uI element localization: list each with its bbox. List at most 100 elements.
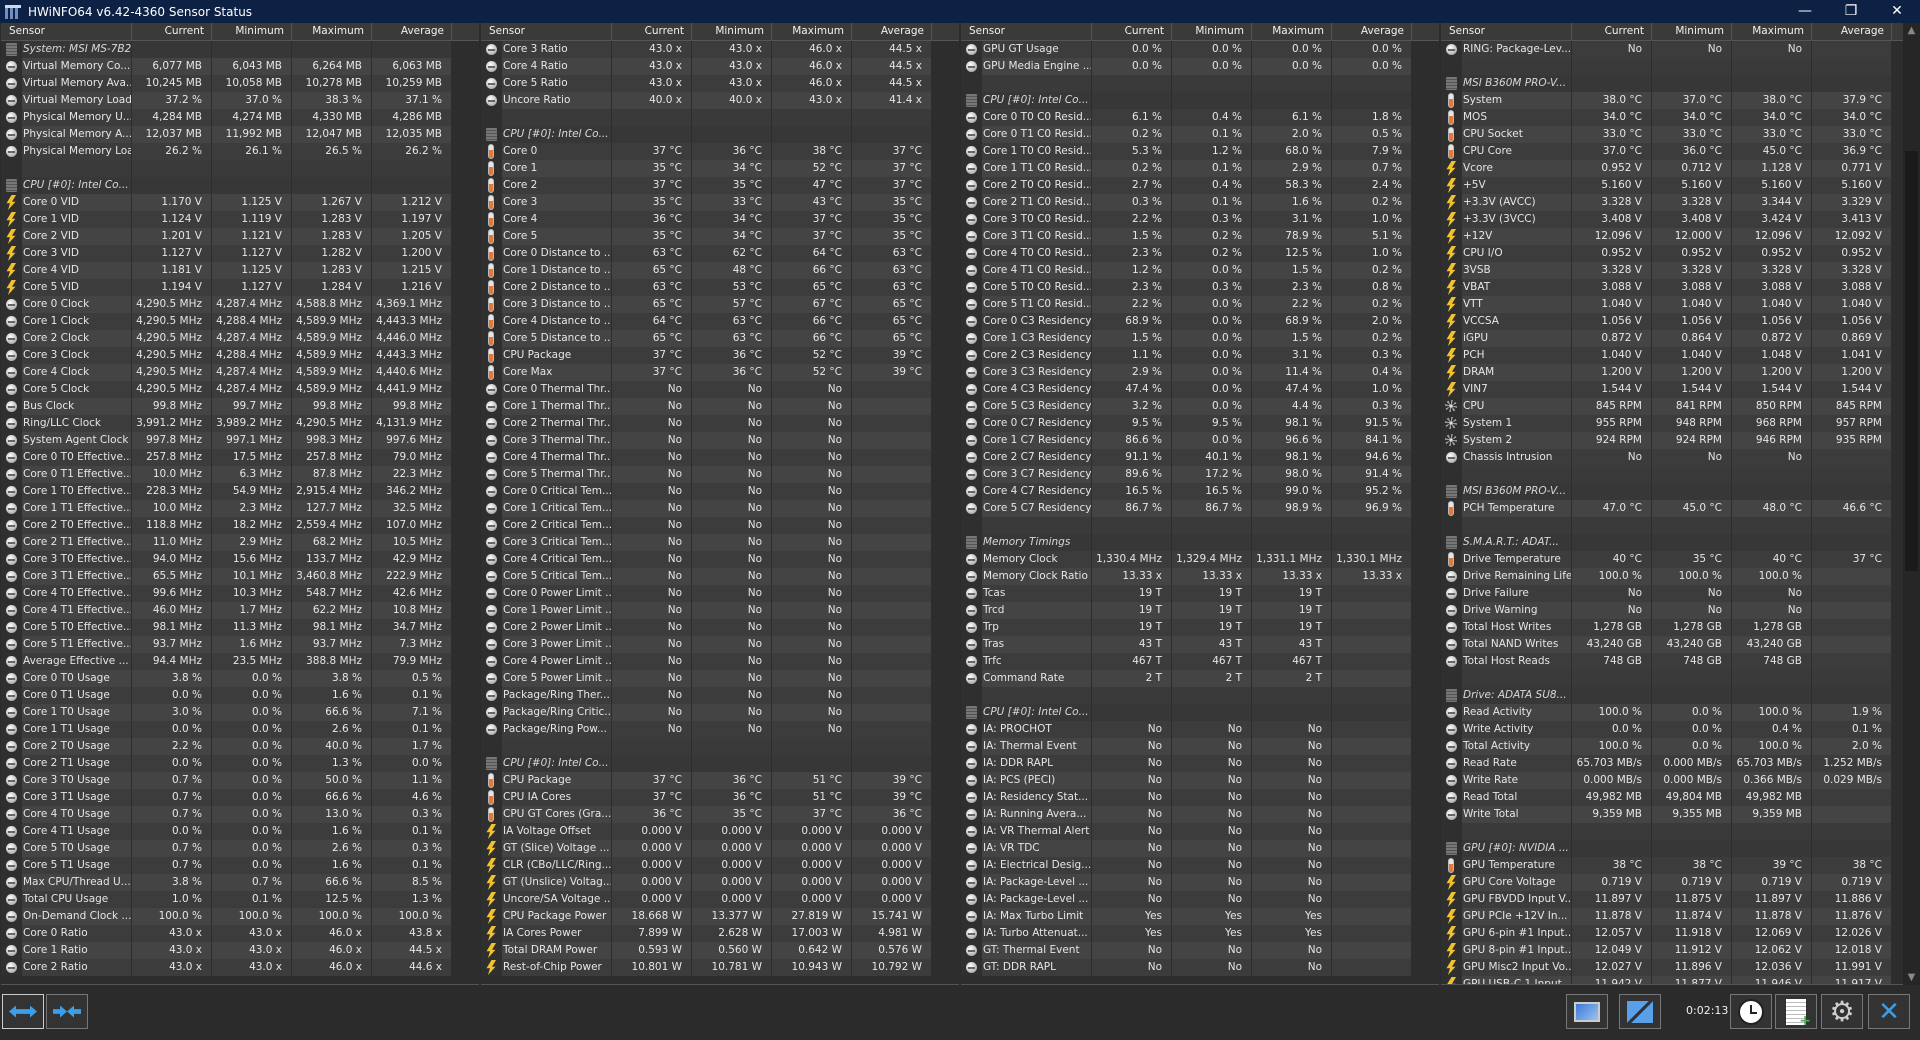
sensor-row[interactable]: Core 1 Critical Tem... No No No — [481, 500, 959, 517]
column-header-maximum[interactable]: Maximum — [772, 23, 852, 40]
column-header-maximum[interactable]: Maximum — [1252, 23, 1332, 40]
column-header-average[interactable]: Average — [1812, 23, 1892, 40]
sensor-row[interactable]: CPU Core 37.0 °C 36.0 °C 45.0 °C 36.9 °C — [1441, 143, 1903, 160]
sensor-row[interactable]: Trcd 19 T 19 T 19 T — [961, 602, 1439, 619]
sensor-row[interactable]: IA Voltage Offset 0.000 V 0.000 V 0.000 V 0.… — [481, 823, 959, 840]
sensor-row[interactable]: System Agent Clock 997.8 MHz 997.1 MHz 998.… — [1, 432, 479, 449]
sensor-row[interactable]: Total Host Reads 748 GB 748 GB 748 GB — [1441, 653, 1903, 670]
column-header-minimum[interactable]: Minimum — [1172, 23, 1252, 40]
sensor-row[interactable]: Core 3 T1 C0 Resid... 1.5 % 0.2 % 78.9 % 5.1… — [961, 228, 1439, 245]
sensor-group-header[interactable]: GPU [#0]: NVIDIA ... — [1441, 840, 1903, 857]
sensor-row[interactable]: Physical Memory A... 12,037 MB 11,992 MB 12… — [1, 126, 479, 143]
close-button[interactable]: ✕ — [1868, 994, 1910, 1029]
sensor-row[interactable]: Core 5 Clock 4,290.5 MHz 4,287.4 MHz 4,589.… — [1, 381, 479, 398]
sensor-group-header[interactable]: CPU [#0]: Intel Co... — [961, 92, 1439, 109]
sensor-row[interactable]: GPU Temperature 38 °C 38 °C 39 °C 38 °C — [1441, 857, 1903, 874]
sensor-row[interactable]: +3.3V (AVCC) 3.328 V 3.328 V 3.344 V 3.329 V — [1441, 194, 1903, 211]
sensor-row[interactable]: Core 4 T0 C0 Resid... 2.3 % 0.2 % 12.5 % 1.0… — [961, 245, 1439, 262]
sensor-row[interactable]: Core 0 T1 Effective... 10.0 MHz 6.3 MHz 87.… — [1, 466, 479, 483]
sensor-row[interactable]: Core 0 C3 Residency 68.9 % 0.0 % 68.9 % 2.0 … — [961, 313, 1439, 330]
expand-columns-button[interactable] — [2, 994, 44, 1029]
sensor-row[interactable]: Core 1 VID 1.124 V 1.119 V 1.283 V 1.197 V — [1, 211, 479, 228]
sensor-row[interactable]: Drive Remaining Life 100.0 % 100.0 % 100.0 … — [1441, 568, 1903, 585]
sensor-row[interactable]: Core 1 C3 Residency 1.5 % 0.0 % 1.5 % 0.2 % — [961, 330, 1439, 347]
sensor-row[interactable]: GT (Slice) Voltage ... 0.000 V 0.000 V 0.00… — [481, 840, 959, 857]
scroll-thumb[interactable] — [1905, 151, 1918, 571]
sensor-row[interactable]: Total CPU Usage 1.0 % 0.1 % 12.5 % 1.3 % — [1, 891, 479, 908]
sensor-row[interactable]: Core 2 Clock 4,290.5 MHz 4,287.4 MHz 4,589.… — [1, 330, 479, 347]
sensor-row[interactable]: Core 4 Power Limit ... No No No — [481, 653, 959, 670]
sensor-row[interactable]: Virtual Memory Co... 6,077 MB 6,043 MB 6,26… — [1, 58, 479, 75]
sensor-row[interactable]: Total Host Writes 1,278 GB 1,278 GB 1,278 G… — [1441, 619, 1903, 636]
sensor-row[interactable]: System 2 924 RPM 924 RPM 946 RPM 935 RPM — [1441, 432, 1903, 449]
sensor-row[interactable]: Core 1 T1 Usage 0.0 % 0.0 % 2.6 % 0.1 % — [1, 721, 479, 738]
column-header-sensor[interactable]: Sensor — [1, 23, 132, 40]
sensor-row[interactable]: Core 4 VID 1.181 V 1.125 V 1.283 V 1.215 V — [1, 262, 479, 279]
sensor-row[interactable]: Package/Ring Pow... No No No — [481, 721, 959, 738]
sensor-group-header[interactable]: CPU [#0]: Intel Co... — [1, 177, 479, 194]
sensor-row[interactable]: +12V 12.096 V 12.000 V 12.096 V 12.092 V — [1441, 228, 1903, 245]
sensor-row[interactable]: Core 3 T1 Effective... 65.5 MHz 10.1 MHz 3,… — [1, 568, 479, 585]
sensor-row[interactable]: Max CPU/Thread U... 3.8 % 0.7 % 66.6 % 8.5 % — [1, 874, 479, 891]
sensor-group-header[interactable]: MSI B360M PRO-V... — [1441, 483, 1903, 500]
settings-button[interactable]: ⚙ — [1821, 994, 1863, 1029]
sensor-row[interactable]: Core 3 35 °C 33 °C 43 °C 35 °C — [481, 194, 959, 211]
sensor-row[interactable]: Core 2 T0 Effective... 118.8 MHz 18.2 MHz 2… — [1, 517, 479, 534]
sensor-row[interactable]: Core 3 VID 1.127 V 1.127 V 1.282 V 1.200 V — [1, 245, 479, 262]
sensor-row[interactable]: Core 2 Ratio 43.0 x 43.0 x 46.0 x 44.6 x — [1, 959, 479, 976]
sensor-row[interactable]: Memory Clock 1,330.4 MHz 1,329.4 MHz 1,331.… — [961, 551, 1439, 568]
close-window-button[interactable]: ✕ — [1891, 3, 1903, 19]
sensor-row[interactable]: Trp 19 T 19 T 19 T — [961, 619, 1439, 636]
sensor-row[interactable]: Write Activity 0.0 % 0.0 % 0.4 % 0.1 % — [1441, 721, 1903, 738]
sensor-row[interactable]: Core 3 T1 Usage 0.7 % 0.0 % 66.6 % 4.6 % — [1, 789, 479, 806]
sensor-row[interactable]: Core 1 T0 Usage 3.0 % 0.0 % 66.6 % 7.1 % — [1, 704, 479, 721]
sensor-row[interactable]: Core 0 C7 Residency 9.5 % 9.5 % 98.1 % 91.5 … — [961, 415, 1439, 432]
column-header-sensor[interactable]: Sensor — [1441, 23, 1572, 40]
sensor-row[interactable]: Core 4 Thermal Thr... No No No — [481, 449, 959, 466]
sensor-row[interactable]: Core 4 Ratio 43.0 x 43.0 x 46.0 x 44.5 x — [481, 58, 959, 75]
sensor-row[interactable]: Core 0 37 °C 36 °C 38 °C 37 °C — [481, 143, 959, 160]
sensor-row[interactable]: Core 1 Power Limit ... No No No — [481, 602, 959, 619]
sensor-row[interactable]: Core 1 Clock 4,290.5 MHz 4,288.4 MHz 4,589.… — [1, 313, 479, 330]
sensor-row[interactable]: GPU Misc2 Input Vo... 12.027 V 11.896 V 12.… — [1441, 959, 1903, 976]
sensor-row[interactable]: Core 3 Ratio 43.0 x 43.0 x 46.0 x 44.5 x — [481, 41, 959, 58]
sensor-row[interactable]: Rest-of-Chip Power 10.801 W 10.781 W 10.943… — [481, 959, 959, 976]
sensor-row[interactable]: Vcore 0.952 V 0.712 V 1.128 V 0.771 V — [1441, 160, 1903, 177]
sensor-row[interactable]: 3VSB 3.328 V 3.328 V 3.328 V 3.328 V — [1441, 262, 1903, 279]
sensor-row[interactable]: Core 1 T1 C0 Resid... 0.2 % 0.1 % 2.9 % 0.7 … — [961, 160, 1439, 177]
column-header-average[interactable]: Average — [1332, 23, 1412, 40]
column-header-minimum[interactable]: Minimum — [692, 23, 772, 40]
sensor-row[interactable]: Tras 43 T 43 T 43 T — [961, 636, 1439, 653]
sensor-row[interactable]: VIN7 1.544 V 1.544 V 1.544 V 1.544 V — [1441, 381, 1903, 398]
sensor-row[interactable]: Core 5 35 °C 34 °C 37 °C 35 °C — [481, 228, 959, 245]
sensor-row[interactable]: Core 0 Critical Tem... No No No — [481, 483, 959, 500]
sensor-row[interactable]: Core 5 T1 Effective... 93.7 MHz 1.6 MHz 93.… — [1, 636, 479, 653]
sensor-row[interactable]: Core 5 C7 Residency 86.7 % 86.7 % 98.9 % 96.… — [961, 500, 1439, 517]
network-button[interactable] — [1619, 994, 1661, 1029]
sensor-row[interactable]: Core 5 T1 C0 Resid... 2.2 % 0.0 % 2.2 % 0.2 … — [961, 296, 1439, 313]
sensor-group-header[interactable]: CPU [#0]: Intel Co... — [961, 704, 1439, 721]
sensor-row[interactable]: Core 1 T1 Effective... 10.0 MHz 2.3 MHz 127… — [1, 500, 479, 517]
sensor-row[interactable]: Core 3 Thermal Thr... No No No — [481, 432, 959, 449]
sensor-row[interactable]: System 38.0 °C 37.0 °C 38.0 °C 37.9 °C — [1441, 92, 1903, 109]
sensor-row[interactable]: Total DRAM Power 0.593 W 0.560 W 0.642 W 0.5… — [481, 942, 959, 959]
sensor-group-header[interactable]: Memory Timings — [961, 534, 1439, 551]
sensor-row[interactable]: Core 4 Distance to ... 64 °C 63 °C 66 °C 65 … — [481, 313, 959, 330]
sensor-row[interactable]: Core 4 36 °C 34 °C 37 °C 35 °C — [481, 211, 959, 228]
sensor-row[interactable]: Core 4 T1 Effective... 46.0 MHz 1.7 MHz 62.… — [1, 602, 479, 619]
sensor-row[interactable]: RING: Package-Lev... No No No — [1441, 41, 1903, 58]
sensor-row[interactable]: IA: Thermal Event No No No — [961, 738, 1439, 755]
sensor-row[interactable]: +3.3V (3VCC) 3.408 V 3.408 V 3.424 V 3.413 V — [1441, 211, 1903, 228]
sensor-row[interactable]: Write Rate 0.000 MB/s 0.000 MB/s 0.366 MB/s… — [1441, 772, 1903, 789]
column-header-minimum[interactable]: Minimum — [1652, 23, 1732, 40]
sensor-row[interactable]: Core 5 VID 1.194 V 1.127 V 1.284 V 1.216 V — [1, 279, 479, 296]
sensor-row[interactable]: IA: Turbo Attenuat... Yes Yes Yes — [961, 925, 1439, 942]
sensor-row[interactable]: Core 5 Critical Tem... No No No — [481, 568, 959, 585]
sensor-row[interactable]: IA: PCS (PECI) No No No — [961, 772, 1439, 789]
sensor-row[interactable]: IA: DDR RAPL No No No — [961, 755, 1439, 772]
sensor-row[interactable]: Core 1 Thermal Thr... No No No — [481, 398, 959, 415]
sensor-row[interactable]: Core 1 T0 Effective... 228.3 MHz 54.9 MHz 2… — [1, 483, 479, 500]
sensor-row[interactable]: Core 3 Critical Tem... No No No — [481, 534, 959, 551]
sensor-row[interactable]: VTT 1.040 V 1.040 V 1.040 V 1.040 V — [1441, 296, 1903, 313]
